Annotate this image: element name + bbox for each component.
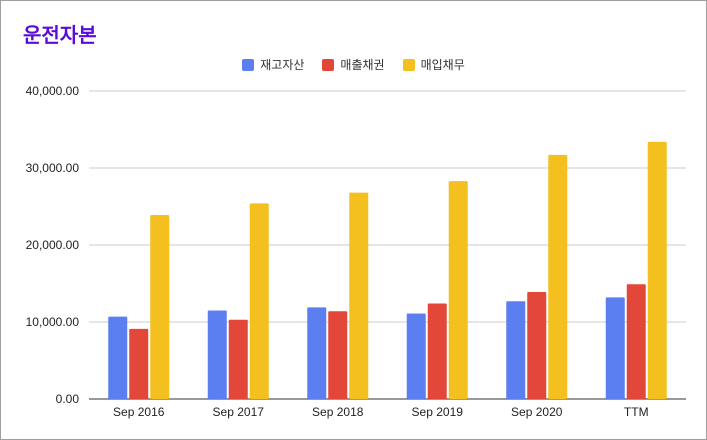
bar — [249, 203, 269, 399]
x-tick-label: TTM — [624, 405, 649, 419]
legend-label-inventory: 재고자산 — [260, 58, 305, 72]
y-tick-label: 10,000.00 — [26, 315, 80, 329]
bar — [328, 311, 348, 399]
y-tick-label: 40,000.00 — [26, 84, 80, 98]
x-tick-label: Sep 2019 — [412, 405, 464, 419]
bar — [150, 214, 170, 399]
legend-item-payables: 매입채무 — [402, 56, 465, 73]
bar — [349, 192, 369, 399]
chart-legend: 재고자산 매출채권 매입채무 — [1, 56, 706, 73]
bar — [527, 291, 547, 399]
chart-title: 운전자본 — [23, 23, 97, 47]
legend-swatch-inventory — [242, 58, 255, 71]
bar — [605, 297, 625, 399]
bar — [448, 181, 468, 399]
bar — [129, 328, 149, 399]
y-tick-label: 20,000.00 — [26, 238, 80, 252]
legend-label-receivables: 매출채권 — [340, 58, 385, 72]
x-tick-label: Sep 2016 — [113, 405, 165, 419]
bar — [548, 154, 568, 399]
x-tick-label: Sep 2017 — [213, 405, 265, 419]
legend-label-payables: 매입채무 — [420, 58, 465, 72]
x-tick-label: Sep 2020 — [511, 405, 563, 419]
bar — [647, 141, 667, 399]
legend-swatch-payables — [402, 58, 415, 71]
bar — [427, 303, 447, 399]
legend-swatch-receivables — [322, 58, 335, 71]
bar — [228, 319, 248, 399]
bar — [626, 284, 646, 399]
bar — [307, 307, 327, 399]
bar — [207, 310, 227, 399]
bar — [506, 301, 526, 399]
legend-item-inventory: 재고자산 — [242, 56, 304, 73]
y-tick-label: 0.00 — [56, 392, 80, 406]
y-tick-label: 30,000.00 — [26, 161, 80, 175]
legend-item-receivables: 매출채권 — [322, 56, 385, 73]
x-tick-label: Sep 2018 — [312, 405, 364, 419]
bar — [108, 316, 128, 399]
bar — [406, 313, 426, 399]
